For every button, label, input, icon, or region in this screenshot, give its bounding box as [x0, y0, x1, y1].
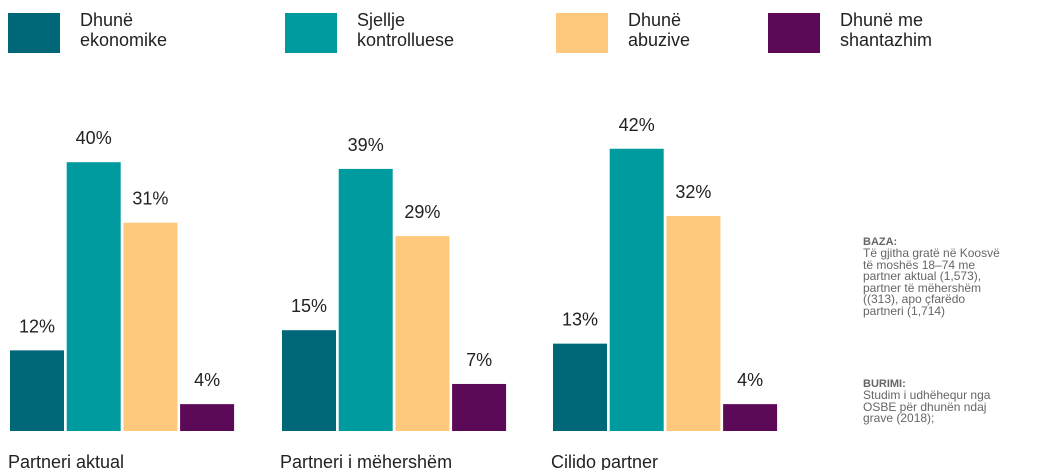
- data-label: 4%: [194, 370, 220, 390]
- data-label: 42%: [619, 115, 655, 135]
- data-label: 13%: [562, 310, 598, 330]
- note-text: Të gjitha gratë në Koosvë të moshës 18–7…: [863, 246, 1000, 318]
- legend-item: Sjellje kontrolluese: [285, 10, 454, 53]
- category-label: Partneri aktual: [8, 452, 124, 470]
- bar: [395, 236, 450, 431]
- data-label: 32%: [675, 182, 711, 202]
- bar: [10, 350, 64, 431]
- data-label: 4%: [737, 370, 763, 390]
- bar: [666, 215, 721, 431]
- note: BURIMI: Studim i udhëhequr nga OSBE për d…: [863, 378, 1048, 425]
- legend-swatch: [285, 13, 337, 53]
- bar: [609, 148, 664, 431]
- legend-swatch: [768, 13, 820, 53]
- data-label: 40%: [76, 128, 112, 148]
- data-label: 31%: [132, 189, 168, 209]
- legend-item: Dhunë abuzive: [556, 10, 690, 53]
- note-heading: BAZA:: [863, 236, 898, 248]
- legend-label: Sjellje kontrolluese: [357, 10, 455, 50]
- data-label: 15%: [291, 296, 327, 316]
- bar: [338, 168, 393, 432]
- note-text: Studim i udhëhequr nga OSBE për dhunën n…: [863, 388, 991, 425]
- category-label: Cilido partner: [551, 452, 658, 470]
- bar: [66, 162, 121, 431]
- data-label: 12%: [19, 316, 55, 336]
- legend-swatch: [8, 13, 60, 53]
- bar: [282, 330, 336, 431]
- bar: [553, 343, 607, 431]
- legend-item: Dhunë ekonomike: [8, 10, 167, 53]
- data-label: 39%: [348, 135, 384, 155]
- bar: [452, 383, 507, 431]
- legend-item: Dhunë me shantazhim: [768, 10, 932, 53]
- data-label: 29%: [404, 202, 440, 222]
- note: BAZA: Të gjitha gratë në Koosvë të moshës…: [863, 236, 1048, 317]
- note-heading: BURIMI:: [863, 378, 906, 390]
- legend-label: Dhunë abuzive: [628, 10, 691, 50]
- data-label: 7%: [466, 350, 492, 370]
- legend-label: Dhunë me shantazhim: [840, 10, 933, 50]
- legend-swatch: [556, 13, 608, 53]
- category-label: Partneri i mëhershëm: [280, 452, 452, 470]
- bar: [723, 404, 778, 431]
- bar: [123, 222, 178, 431]
- bar: [180, 404, 235, 431]
- legend-label: Dhunë ekonomike: [80, 10, 168, 50]
